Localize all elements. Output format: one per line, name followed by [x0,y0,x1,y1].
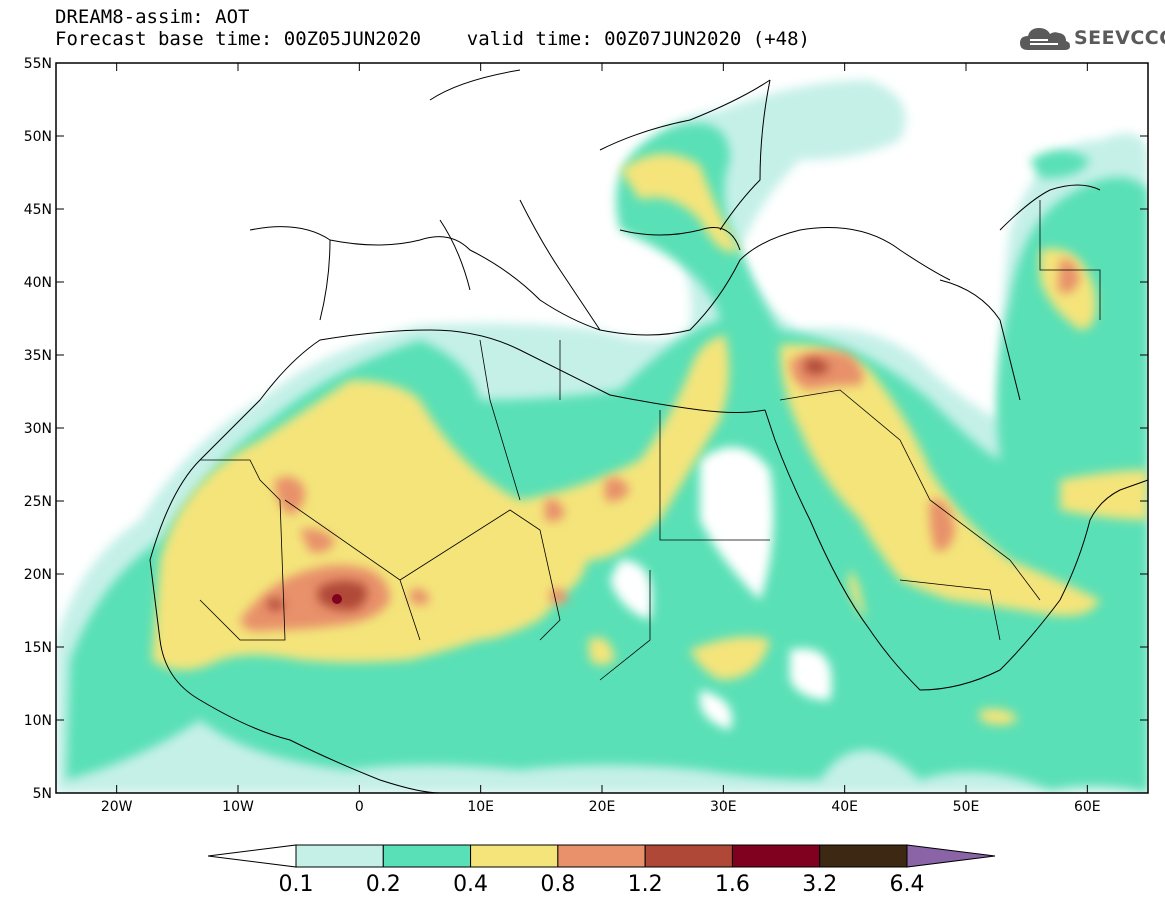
lat-tick-label: 20N [24,567,52,583]
colorbar-low-triangle [207,844,297,868]
latitude-axis: 55N 50N 45N 40N 35N 30N 25N 20N 15N 10N 5N [24,56,1148,802]
lat-tick-label: 10N [24,713,52,729]
lon-tick-label: 30E [710,799,737,815]
colorbar-label: 0.2 [366,872,401,897]
lon-tick-label: 10W [222,799,254,815]
colorbar-bin [644,844,733,868]
aot-field [56,80,1148,793]
aot-band-1.6 [332,594,342,604]
colorbar: 0.1 0.2 0.4 0.8 1.2 1.6 3.2 6.4 [207,844,996,897]
lat-tick-label: 25N [24,494,52,510]
colorbar-bin [295,844,384,868]
colorbar-bin [557,844,646,868]
lat-tick-label: 55N [24,56,52,72]
cloud-icon [1020,28,1070,50]
lat-tick-label: 45N [24,202,52,218]
map-title: DREAM8-assim: AOT [55,6,250,28]
coastlines [149,69,1148,793]
colorbar-bin [382,844,472,868]
lat-tick-label: 35N [24,348,52,364]
longitude-axis: 20W 10W 0 10E 20E 30E 40E 50E 60E [101,63,1101,815]
aot-gap [610,447,832,730]
lat-tick-label: 40N [24,275,52,291]
aot-band-0.2 [66,123,1148,793]
lat-tick-label: 15N [24,640,52,656]
colorbar-label: 0.8 [540,872,575,897]
colorbar-label: 6.4 [890,872,925,897]
colorbar-label: 1.2 [628,872,663,897]
colorbar-label: 3.2 [802,872,837,897]
seevccc-logo: SEEVCCC [1018,22,1165,56]
lon-tick-label: 50E [953,799,980,815]
lon-tick-label: 20E [589,799,616,815]
logo-text: SEEVCCC [1074,27,1165,49]
colorbar-label: 0.4 [453,872,488,897]
lon-tick-label: 40E [831,799,858,815]
colorbar-bin [731,844,821,868]
lon-tick-label: 60E [1074,799,1101,815]
lon-tick-label: 0 [355,799,364,815]
colorbar-bin [470,844,559,868]
lat-tick-label: 5N [33,786,52,802]
colorbar-high-triangle [906,844,996,868]
colorbar-label: 1.6 [715,872,750,897]
lat-tick-label: 30N [24,421,52,437]
borders [199,200,1101,681]
lat-tick-label: 50N [24,129,52,145]
forecast-time-line: Forecast base time: 00Z05JUN2020 valid t… [55,28,810,50]
colorbar-label: 0.1 [279,872,314,897]
lon-tick-label: 10E [467,799,494,815]
aot-band-1.2 [268,358,830,611]
lon-tick-label: 20W [101,799,133,815]
colorbar-bin [819,844,908,868]
